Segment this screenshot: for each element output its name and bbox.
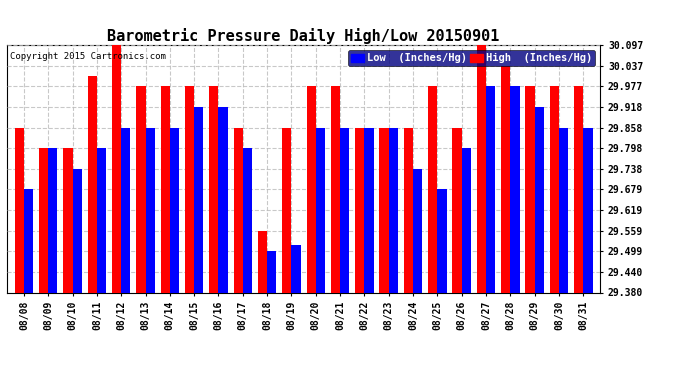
Bar [267, 251, 277, 292]
Bar [185, 86, 194, 292]
Bar [243, 148, 252, 292]
Bar [559, 128, 568, 292]
Bar [511, 86, 520, 292]
Bar [258, 231, 267, 292]
Bar [501, 66, 511, 292]
Bar [194, 107, 204, 292]
Bar [233, 128, 243, 292]
Bar [404, 128, 413, 292]
Bar [437, 189, 446, 292]
Bar [355, 128, 364, 292]
Bar [48, 148, 57, 292]
Bar [331, 86, 340, 292]
Bar [535, 107, 544, 292]
Bar [364, 128, 374, 292]
Bar [209, 86, 219, 292]
Bar [161, 86, 170, 292]
Bar [388, 128, 398, 292]
Bar [14, 128, 24, 292]
Bar [316, 128, 325, 292]
Bar [453, 128, 462, 292]
Bar [291, 244, 301, 292]
Bar [112, 45, 121, 292]
Legend: Low  (Inches/Hg), High  (Inches/Hg): Low (Inches/Hg), High (Inches/Hg) [348, 50, 595, 66]
Bar [88, 76, 97, 292]
Bar [550, 86, 559, 292]
Bar [462, 148, 471, 292]
Bar [72, 169, 82, 292]
Bar [282, 128, 291, 292]
Bar [486, 86, 495, 292]
Bar [477, 45, 486, 292]
Bar [583, 128, 593, 292]
Title: Barometric Pressure Daily High/Low 20150901: Barometric Pressure Daily High/Low 20150… [108, 28, 500, 44]
Bar [137, 86, 146, 292]
Bar [97, 148, 106, 292]
Bar [24, 189, 33, 292]
Bar [574, 86, 583, 292]
Bar [63, 148, 72, 292]
Bar [219, 107, 228, 292]
Bar [413, 169, 422, 292]
Bar [146, 128, 155, 292]
Bar [380, 128, 388, 292]
Bar [121, 128, 130, 292]
Bar [340, 128, 349, 292]
Bar [306, 86, 316, 292]
Bar [39, 148, 48, 292]
Bar [170, 128, 179, 292]
Bar [525, 86, 535, 292]
Text: Copyright 2015 Cartronics.com: Copyright 2015 Cartronics.com [10, 53, 166, 62]
Bar [428, 86, 437, 292]
